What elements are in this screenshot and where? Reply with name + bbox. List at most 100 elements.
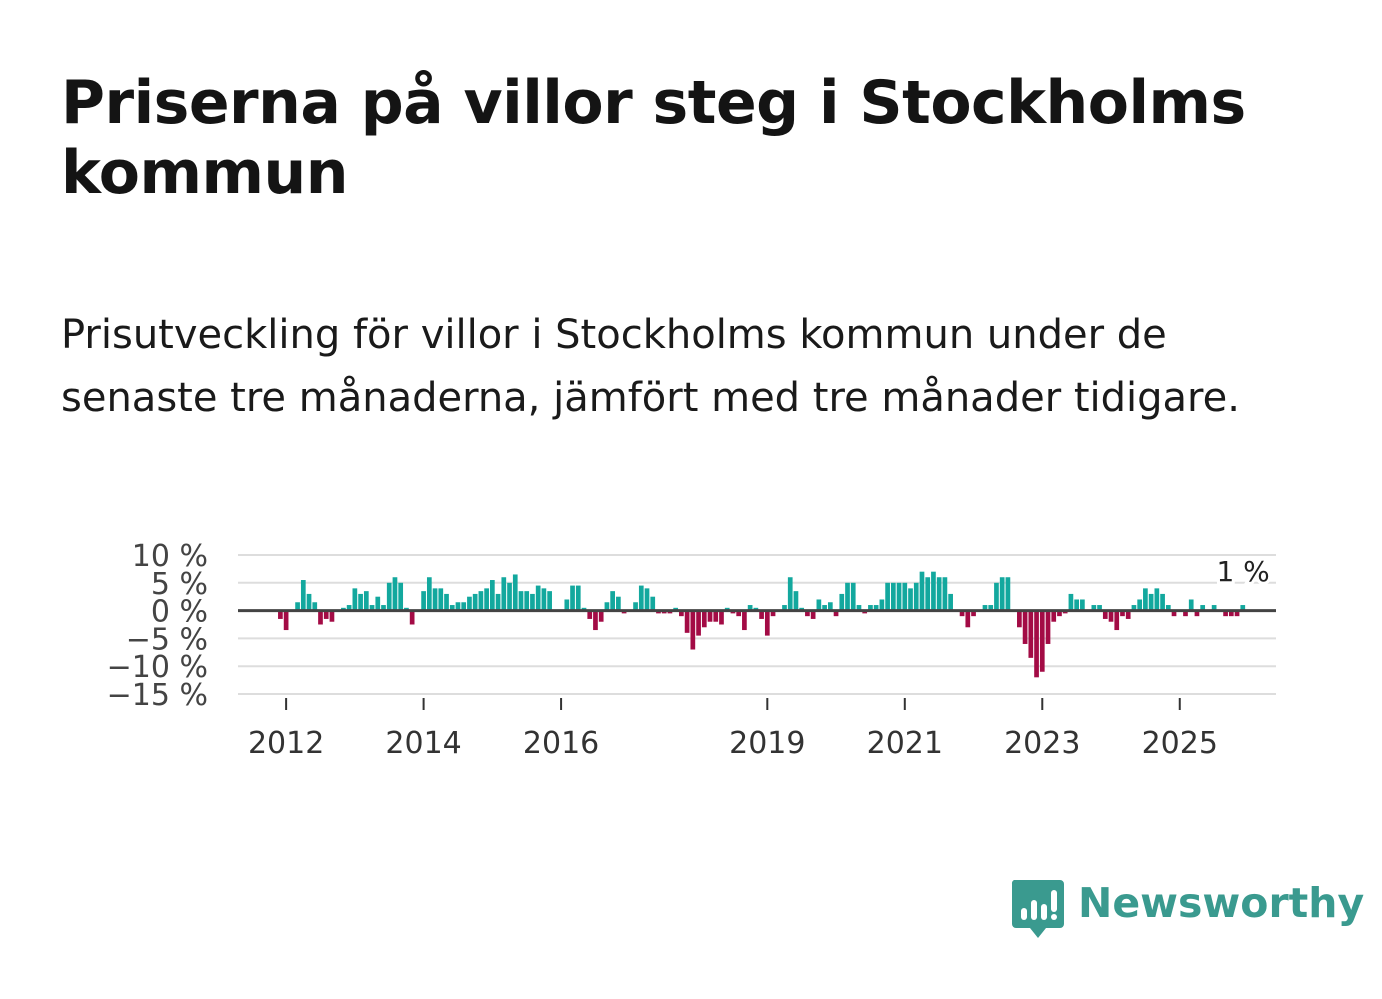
bar — [908, 588, 913, 611]
bar — [512, 574, 518, 611]
bar — [300, 580, 306, 611]
x-tick-label: 2016 — [523, 726, 599, 761]
bar — [850, 582, 856, 611]
bar — [638, 585, 644, 611]
bar — [1097, 605, 1102, 611]
y-tick-label: 0 % — [151, 595, 208, 630]
y-tick-label: 10 % — [132, 539, 208, 574]
x-tick-label: 2021 — [867, 726, 943, 761]
bar — [421, 591, 426, 611]
bar — [593, 610, 598, 631]
bar — [518, 591, 524, 611]
bar — [1068, 593, 1074, 611]
bar — [587, 610, 593, 619]
bar — [805, 610, 810, 617]
bar — [1154, 588, 1160, 611]
bar — [868, 605, 873, 611]
bar — [925, 577, 931, 611]
bar — [999, 577, 1005, 611]
bar — [1125, 610, 1131, 619]
bar — [1080, 599, 1085, 611]
bar — [278, 610, 283, 619]
bar — [535, 585, 541, 611]
bar — [747, 605, 753, 611]
x-tick-label: 2014 — [385, 726, 461, 761]
y-axis: 10 %5 %0 %−5 %−10 %−15 % — [107, 539, 208, 713]
y-tick-label: −5 % — [126, 622, 208, 657]
bar — [381, 605, 386, 611]
bar — [650, 596, 656, 611]
bar — [1091, 605, 1097, 611]
bar — [873, 605, 879, 611]
bar — [827, 602, 833, 611]
bar — [782, 605, 787, 611]
bar — [1234, 610, 1240, 617]
bar — [856, 605, 862, 611]
bar — [764, 610, 770, 636]
y-tick-label: −15 % — [107, 678, 208, 713]
bar — [358, 593, 363, 611]
bar — [684, 610, 690, 633]
brand-name: Newsworthy — [1078, 879, 1365, 927]
bar — [1188, 599, 1194, 611]
bar — [610, 591, 615, 611]
bar — [707, 610, 713, 622]
bar — [575, 585, 581, 611]
bar — [1039, 610, 1045, 672]
bar — [701, 610, 707, 628]
bar — [1160, 593, 1165, 611]
bar — [971, 610, 976, 617]
bar — [890, 582, 896, 611]
bar — [478, 591, 484, 611]
bar — [484, 588, 489, 611]
bar — [982, 605, 988, 611]
bar — [547, 591, 552, 611]
bar — [570, 585, 575, 611]
bar — [1051, 610, 1057, 622]
bar — [759, 610, 764, 619]
bar — [839, 593, 845, 611]
bar — [1165, 605, 1171, 611]
bar — [1171, 610, 1177, 617]
bar — [994, 582, 999, 611]
bar — [1045, 610, 1051, 644]
bar — [879, 599, 885, 611]
bar — [1240, 605, 1246, 611]
bar — [306, 593, 312, 611]
bar — [1137, 599, 1143, 611]
bar — [432, 588, 438, 611]
bar — [965, 610, 971, 628]
bar — [363, 591, 369, 611]
bar — [295, 602, 300, 611]
bar — [1102, 610, 1108, 619]
bar — [1183, 610, 1188, 617]
bar — [312, 602, 318, 611]
grid-lines — [238, 554, 1276, 695]
bar — [386, 582, 392, 611]
bar — [1057, 610, 1062, 617]
bar — [530, 593, 535, 611]
bar — [816, 599, 822, 611]
last-value-label: 1 % — [1216, 555, 1269, 588]
bar — [959, 610, 965, 617]
bar — [329, 610, 335, 622]
bar — [318, 610, 323, 625]
bar — [1228, 610, 1234, 617]
x-tick-label: 2023 — [1004, 726, 1080, 761]
bar — [787, 577, 793, 611]
bar — [1022, 610, 1028, 644]
bar — [461, 602, 467, 611]
bar-chart: 10 %5 %0 %−5 %−10 %−15 % 2012 2014 2016 201… — [107, 539, 1276, 761]
bar — [1028, 610, 1034, 658]
bar — [283, 610, 289, 631]
bar — [1120, 610, 1125, 617]
bar — [913, 582, 919, 611]
bar — [1108, 610, 1114, 622]
bar — [426, 577, 432, 611]
bar — [507, 582, 512, 611]
bar — [449, 605, 455, 611]
bar — [604, 602, 610, 611]
bar — [409, 610, 415, 625]
bar — [690, 610, 696, 650]
bar — [1034, 610, 1039, 678]
